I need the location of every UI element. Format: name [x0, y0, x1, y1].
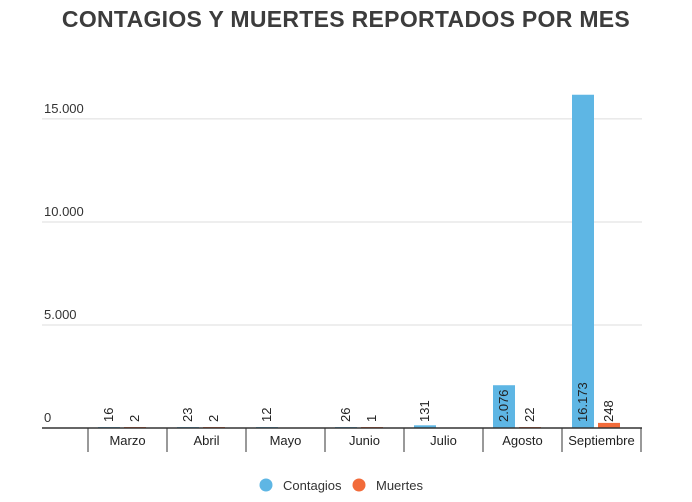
x-tick-label: Agosto: [502, 433, 542, 448]
data-label: 131: [417, 400, 432, 422]
x-tick-label: Abril: [193, 433, 219, 448]
x-tick-label: Mayo: [270, 433, 302, 448]
chart-title: CONTAGIOS Y MUERTES REPORTADOS POR MES: [61, 6, 631, 32]
data-label: 16: [101, 408, 116, 422]
data-label: 12: [259, 408, 274, 422]
bar-contagios-septiembre: [572, 94, 594, 428]
x-tick-label: Marzo: [109, 433, 145, 448]
x-axis: Marzo Abril Mayo Junio Julio Agosto Septiembre: [42, 427, 642, 452]
y-tick-label: 5.000: [44, 307, 77, 322]
data-label: 248: [601, 400, 616, 422]
y-axis: 0 5.000 10.000 15.000: [44, 101, 84, 425]
bar-muertes-septiembre: [598, 422, 620, 428]
data-label: 2: [206, 415, 221, 422]
x-tick-label: Septiembre: [568, 433, 634, 448]
y-tick-label: 10.000: [44, 204, 84, 219]
data-label: 2.076: [496, 389, 511, 422]
legend-label-contagios: Contagios: [283, 478, 342, 493]
data-label: 1: [364, 415, 379, 422]
legend-label-muertes: Muertes: [376, 478, 423, 493]
x-tick-label: Julio: [430, 433, 457, 448]
legend-marker-muertes: [352, 478, 366, 492]
y-tick-label: 15.000: [44, 101, 84, 116]
data-label: 26: [338, 408, 353, 422]
data-label: 22: [522, 408, 537, 422]
data-label: 16.173: [575, 382, 590, 422]
data-label: 2: [127, 415, 142, 422]
legend-marker-contagios: [259, 478, 273, 492]
bar-contagios-agosto: [493, 385, 515, 428]
bar-contagios-julio: [414, 425, 436, 428]
y-tick-label: 0: [44, 410, 51, 425]
gridlines: [42, 118, 642, 326]
x-tick-label: Junio: [349, 433, 380, 448]
legend: Contagios Muertes: [259, 478, 423, 493]
data-label: 23: [180, 408, 195, 422]
bars: [98, 94, 620, 428]
data-labels: 16 2 23 2 12 26 1 131 2.076 22 16.173 248: [101, 382, 616, 422]
